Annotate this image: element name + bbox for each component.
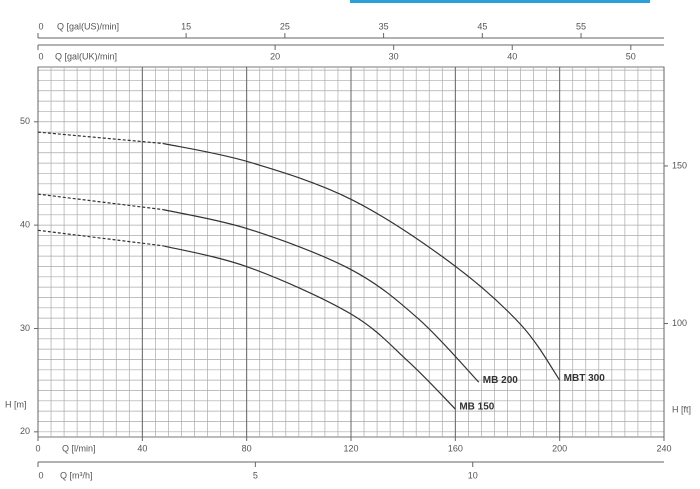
top-tick-label: 15 (181, 21, 191, 31)
x-tick-label: 80 (242, 443, 252, 453)
axis-title: H [m] (5, 399, 27, 409)
curve-dashed (37, 193, 164, 211)
y-tick-label: 30 (20, 323, 30, 333)
bottom2-tick-label: 0 (38, 470, 43, 480)
axis-title: Q [gal(US)/min] (57, 21, 119, 31)
series-label: MB 150 (459, 402, 494, 413)
top2-tick-label: 20 (270, 51, 280, 61)
top-tick-label: 0 (38, 21, 43, 31)
series-label: MBT 300 (564, 373, 606, 384)
axis-title: Q [m³/h] (60, 470, 93, 480)
y2-tick-label: 100 (672, 318, 687, 328)
curve-dashed (37, 131, 164, 145)
top-tick-label: 55 (576, 21, 586, 31)
y2-tick-label: 150 (672, 160, 687, 170)
top-tick-label: 35 (379, 21, 389, 31)
top-tick-label: 25 (280, 21, 290, 31)
y-tick-label: 20 (20, 426, 30, 436)
curve (163, 209, 480, 383)
curve (163, 142, 561, 381)
series-label: MB 200 (483, 375, 518, 386)
top2-tick-label: 30 (389, 51, 399, 61)
x-tick-label: 40 (137, 443, 147, 453)
top2-tick-label: 0 (38, 51, 43, 61)
top2-tick-label: 50 (626, 51, 636, 61)
top-tick-label: 45 (477, 21, 487, 31)
curve (163, 245, 456, 410)
x-tick-label: 0 (35, 443, 40, 453)
axis-title: Q [l/min] (62, 443, 96, 453)
x-tick-label: 200 (552, 443, 567, 453)
axis-title: Q [gal(UK)/min] (55, 51, 117, 61)
bottom2-tick-label: 5 (253, 470, 258, 480)
bottom2-tick-label: 10 (468, 470, 478, 480)
y-tick-label: 40 (20, 220, 30, 230)
axis-title: H [ft] (672, 404, 691, 414)
decoration-bar (350, 0, 650, 3)
x-tick-label: 120 (343, 443, 358, 453)
x-tick-label: 160 (448, 443, 463, 453)
y-tick-label: 50 (20, 116, 30, 126)
x-tick-label: 240 (656, 443, 671, 453)
top2-tick-label: 40 (507, 51, 517, 61)
curve-dashed (37, 229, 164, 247)
